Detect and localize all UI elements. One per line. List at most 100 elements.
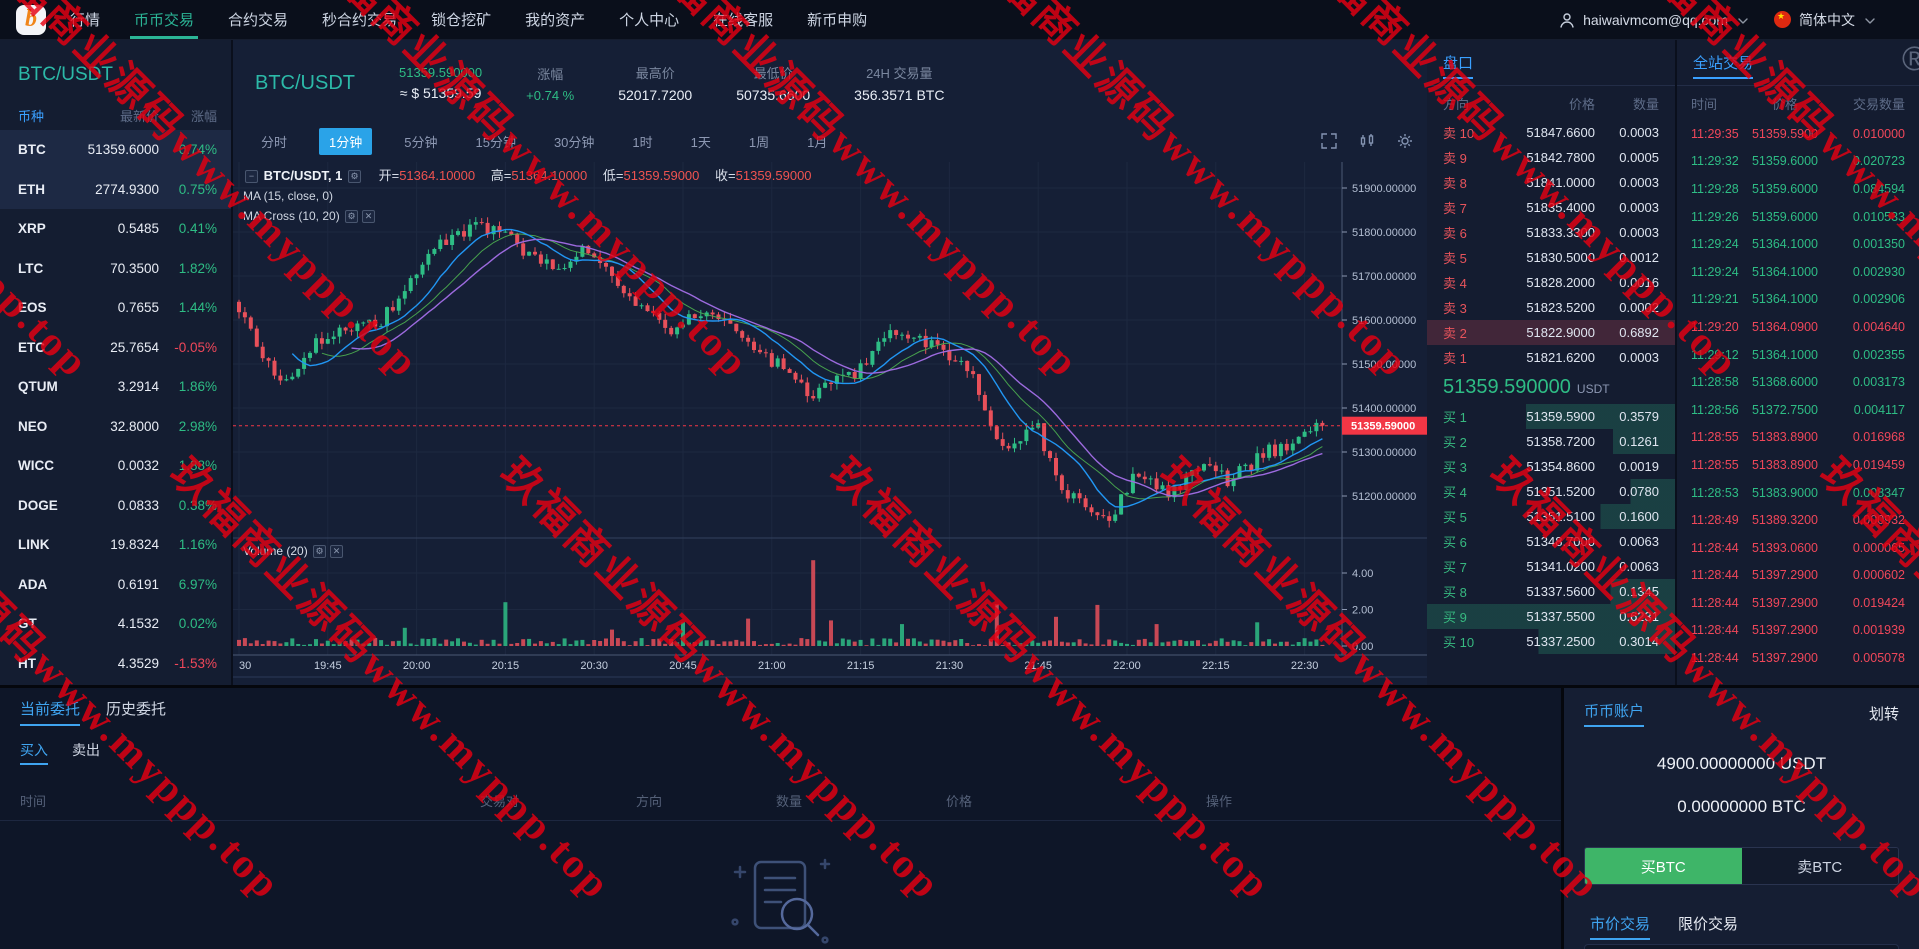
ticker-low: 最低价 50735.6600 bbox=[736, 63, 810, 103]
market-row-LTC[interactable]: LTC 70.3500 1.82% bbox=[0, 249, 231, 289]
interval-tab-1[interactable]: 1分钟 bbox=[319, 127, 373, 155]
nav-item-0[interactable]: 行情 bbox=[70, 12, 101, 29]
nav-item-6[interactable]: 个人中心 bbox=[619, 12, 680, 29]
col-coin[interactable]: 币种 bbox=[18, 108, 45, 124]
fullscreen-icon[interactable] bbox=[1321, 133, 1337, 149]
ma-close-icon[interactable]: ✕ bbox=[362, 210, 376, 223]
buy-btc-button[interactable]: 买BTC bbox=[1585, 848, 1742, 884]
nav-item-8[interactable]: 新币申购 bbox=[807, 12, 868, 29]
market-row-QTUM[interactable]: QTUM 3.2914 1.86% bbox=[0, 367, 231, 407]
ask-row[interactable]: 卖 5 51830.5000 0.0012 bbox=[1427, 245, 1675, 270]
language-selector[interactable]: 简体中文 bbox=[1799, 11, 1855, 28]
interval-tab-2[interactable]: 5分钟 bbox=[404, 134, 438, 150]
trade-row: 11:28:44 51397.2900 0.005078 bbox=[1677, 644, 1919, 672]
bid-row[interactable]: 买 9 51337.5500 0.6231 bbox=[1427, 604, 1675, 629]
market-row-WICC[interactable]: WICC 0.0032 1.88% bbox=[0, 446, 231, 486]
interval-tab-4[interactable]: 30分钟 bbox=[553, 134, 595, 150]
trade-price: 51383.9000 bbox=[1751, 485, 1819, 500]
col-price: 价格 bbox=[1568, 96, 1595, 112]
gear-icon[interactable] bbox=[1397, 133, 1413, 149]
tab-spot-account[interactable]: 币币账户 bbox=[1584, 700, 1645, 727]
brand-logo[interactable]: b bbox=[16, 4, 46, 35]
market-row-HT[interactable]: HT 4.3529 -1.53% bbox=[0, 644, 231, 684]
interval-tab-0[interactable]: 分时 bbox=[261, 134, 288, 150]
ask-row[interactable]: 卖 6 51833.3300 0.0003 bbox=[1427, 220, 1675, 245]
nav-item-5[interactable]: 我的资产 bbox=[525, 12, 586, 29]
market-row-ETC[interactable]: ETC 25.7654 -0.05% bbox=[0, 328, 231, 368]
low-label: 低= bbox=[602, 168, 624, 183]
market-row-ETH[interactable]: ETH 2774.9300 0.75% bbox=[0, 169, 231, 209]
bid-row[interactable]: 买 3 51354.8600 0.0019 bbox=[1427, 454, 1675, 479]
tab-all-trades[interactable]: 全站交易 bbox=[1693, 52, 1754, 79]
market-row-XRP[interactable]: XRP 0.5485 0.41% bbox=[0, 209, 231, 249]
main-menu: 行情 币币交易 合约交易 秒合约交易 锁仓挖矿 我的资产 个人中心 在线客服 新币申购 bbox=[70, 0, 901, 39]
interval-tab-6[interactable]: 1天 bbox=[690, 134, 711, 150]
bid-row[interactable]: 买 5 51351.5100 0.1600 bbox=[1427, 504, 1675, 529]
volume-close-icon[interactable]: ✕ bbox=[330, 545, 344, 558]
volume-gear-icon[interactable]: ⚙ bbox=[313, 545, 327, 558]
svg-text:22:00: 22:00 bbox=[1113, 660, 1141, 672]
nav-item-2[interactable]: 合约交易 bbox=[228, 12, 289, 29]
market-row-GT[interactable]: GT 4.1532 0.02% bbox=[0, 604, 231, 644]
trade-type-tab-1[interactable]: 限价交易 bbox=[1678, 916, 1739, 933]
interval-tab-3[interactable]: 15分钟 bbox=[475, 134, 516, 150]
orders-tab-1[interactable]: 历史委托 bbox=[106, 701, 167, 718]
orders-side-tab-0[interactable]: 买入 bbox=[20, 740, 48, 765]
ask-row[interactable]: 卖 1 51821.6200 0.0003 bbox=[1427, 345, 1675, 370]
bid-row[interactable]: 买 10 51337.2500 0.3014 bbox=[1427, 629, 1675, 654]
market-row-LINK[interactable]: LINK 19.8324 1.16% bbox=[0, 525, 231, 565]
coin-price: 3.2914 bbox=[117, 379, 159, 395]
market-row-ADA[interactable]: ADA 0.6191 6.97% bbox=[0, 565, 231, 605]
ask-row[interactable]: 卖 2 51822.9000 0.6892 bbox=[1427, 320, 1675, 345]
orders-tab-0[interactable]: 当前委托 bbox=[20, 698, 81, 726]
collapse-icon[interactable]: − bbox=[245, 170, 258, 183]
ticker-pair: BTC/USDT bbox=[255, 71, 355, 94]
bid-row[interactable]: 买 1 51359.5900 0.3579 bbox=[1427, 404, 1675, 429]
account-email[interactable]: haiwaivmcom@qq.com bbox=[1583, 11, 1728, 28]
interval-tab-7[interactable]: 1周 bbox=[748, 134, 770, 150]
nav-item-1[interactable]: 币币交易 bbox=[130, 0, 199, 39]
ask-row[interactable]: 卖 4 51828.2000 0.0016 bbox=[1427, 270, 1675, 295]
col-change[interactable]: 涨幅 bbox=[190, 108, 217, 124]
orders-table-header: 时间 交易对 方向 数量 价格 操作 bbox=[0, 791, 1561, 810]
market-row-BTC[interactable]: BTC 51359.6000 0.74% bbox=[0, 130, 231, 170]
ask-row[interactable]: 卖 8 51841.0000 0.0003 bbox=[1427, 170, 1675, 195]
bid-row[interactable]: 买 7 51341.0200 0.0063 bbox=[1427, 554, 1675, 579]
candlestick-chart[interactable]: 51900.00000 51800.00000 51700.00000 51600.0… bbox=[233, 162, 1427, 685]
ask-row[interactable]: 卖 3 51823.5200 0.0002 bbox=[1427, 295, 1675, 320]
transfer-link[interactable]: 划转 bbox=[1868, 706, 1899, 723]
bid-amount: 0.3579 bbox=[1619, 409, 1659, 424]
coin-price: 32.8000 bbox=[110, 418, 159, 434]
bid-row[interactable]: 买 6 51348.7000 0.0063 bbox=[1427, 529, 1675, 554]
bid-row[interactable]: 买 2 51358.7200 0.1261 bbox=[1427, 429, 1675, 454]
indicator-chart-icon[interactable] bbox=[1359, 133, 1375, 149]
ask-row[interactable]: 卖 7 51835.4000 0.0003 bbox=[1427, 195, 1675, 220]
trade-price: 51397.2900 bbox=[1751, 568, 1819, 583]
bid-row[interactable]: 买 4 51351.5200 0.0780 bbox=[1427, 479, 1675, 504]
market-row-NEO[interactable]: NEO 32.8000 2.98% bbox=[0, 407, 231, 447]
ma-gear-icon[interactable]: ⚙ bbox=[345, 210, 359, 223]
trade-type-tab-0[interactable]: 市价交易 bbox=[1590, 913, 1651, 940]
sell-btc-button[interactable]: 卖BTC bbox=[1741, 848, 1898, 884]
legend-gear-icon[interactable]: ⚙ bbox=[347, 170, 361, 183]
nav-item-3[interactable]: 秒合约交易 bbox=[322, 12, 398, 29]
coin-name: QTUM bbox=[18, 379, 58, 395]
trade-time: 11:29:32 bbox=[1691, 154, 1739, 169]
bid-row[interactable]: 买 8 51337.5600 0.1345 bbox=[1427, 579, 1675, 604]
nav-item-4[interactable]: 锁仓挖矿 bbox=[431, 12, 492, 29]
bid-amount: 0.0063 bbox=[1619, 534, 1659, 549]
legend-pair: BTC/USDT, 1 bbox=[263, 168, 343, 183]
orders-side-tab-1[interactable]: 卖出 bbox=[72, 742, 100, 758]
amount-input[interactable] bbox=[1584, 944, 1899, 949]
coin-price: 0.6191 bbox=[117, 576, 159, 592]
market-row-DOGE[interactable]: DOGE 0.0833 0.38% bbox=[0, 486, 231, 526]
col-last-price[interactable]: 最新价 bbox=[119, 108, 159, 124]
market-row-EOS[interactable]: EOS 0.7655 1.44% bbox=[0, 288, 231, 328]
ask-row[interactable]: 卖 10 51847.6600 0.0003 bbox=[1427, 120, 1675, 145]
interval-tab-8[interactable]: 1月 bbox=[807, 134, 828, 150]
tab-order-book[interactable]: 盘口 bbox=[1443, 52, 1474, 79]
ask-row[interactable]: 卖 9 51842.7800 0.0005 bbox=[1427, 145, 1675, 170]
nav-item-7[interactable]: 在线客服 bbox=[713, 12, 774, 29]
interval-tab-5[interactable]: 1时 bbox=[632, 134, 653, 150]
trade-time: 11:29:35 bbox=[1691, 126, 1739, 141]
